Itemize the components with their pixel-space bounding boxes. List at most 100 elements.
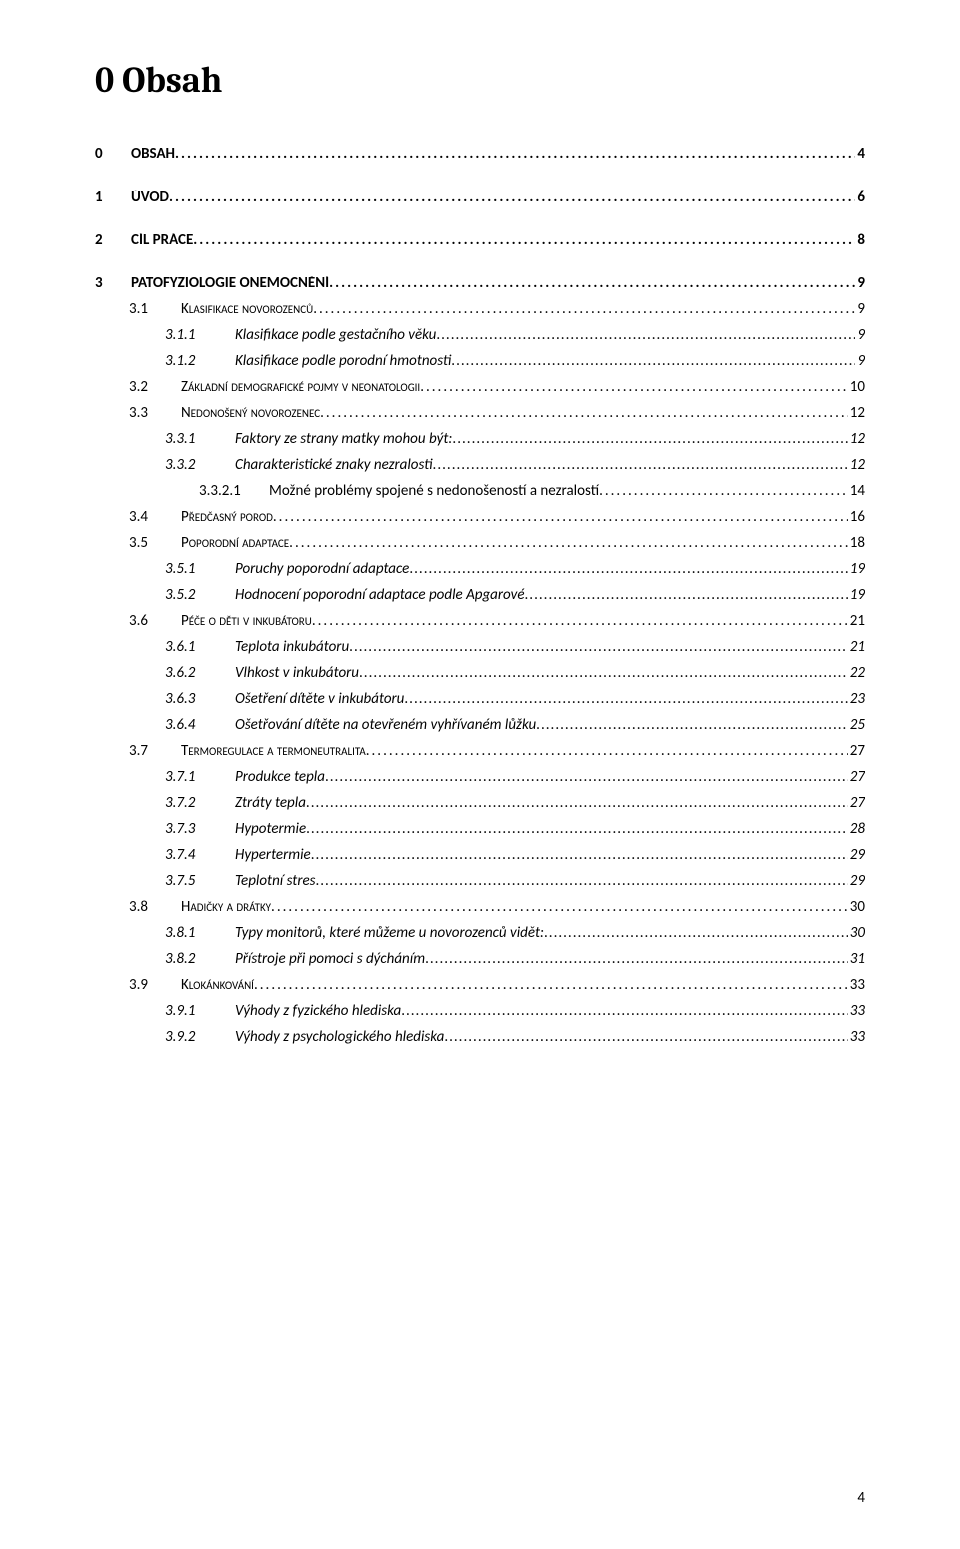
toc-row: 3.6.1Teplota inkubátoru21 <box>95 640 865 655</box>
toc-leader <box>433 458 848 473</box>
toc-leader <box>536 718 848 733</box>
toc-number: 3.1.1 <box>165 328 235 343</box>
toc-page: 29 <box>848 874 865 889</box>
toc-page: 30 <box>848 926 865 941</box>
toc-row: 3.7.4Hypertermie29 <box>95 848 865 863</box>
toc-page: 33 <box>848 978 865 993</box>
toc-row: 0OBSAH4 <box>95 147 865 162</box>
toc-number: 3.8.1 <box>165 926 235 941</box>
toc-page: 27 <box>848 770 865 785</box>
toc-row: 3.2Základní demografické pojmy v neonato… <box>95 380 865 395</box>
toc-leader <box>273 510 848 525</box>
toc-text: CÍL PRÁCE <box>131 233 193 248</box>
toc-number: 3.6.3 <box>165 692 235 707</box>
toc-row: 3.4Předčasný porod 16 <box>95 510 865 525</box>
toc-number: 3.3.2.1 <box>199 484 269 499</box>
page-title: 0 Obsah <box>95 60 865 101</box>
toc-leader <box>313 302 855 317</box>
toc-text: Ztráty tepla <box>235 796 306 811</box>
toc-number: 3.6.2 <box>165 666 235 681</box>
toc-text: Faktory ze strany matky mohou být: <box>235 432 452 447</box>
toc-row: 3.3Nedonošený novorozenec 12 <box>95 406 865 421</box>
toc-number: 3.5.1 <box>165 562 235 577</box>
toc-row: 3.1.2Klasifikace podle porodní hmotnosti… <box>95 354 865 369</box>
toc-text: Výhody z fyzického hlediska <box>235 1004 401 1019</box>
toc-row: 3.9.1Výhody z fyzického hlediska33 <box>95 1004 865 1019</box>
toc-page: 22 <box>848 666 865 681</box>
toc-row: 2CÍL PRÁCE 8 <box>95 233 865 248</box>
toc-leader <box>193 233 855 248</box>
toc-page: 10 <box>848 380 865 395</box>
toc-row: 3.8.1Typy monitorů, které můžeme u novor… <box>95 926 865 941</box>
toc-page: 27 <box>848 796 865 811</box>
toc-number: 3.4 <box>129 510 181 525</box>
toc-text: Nedonošený novorozenec <box>181 406 320 421</box>
toc-number: 3.5.2 <box>165 588 235 603</box>
toc-text: OBSAH <box>131 147 175 162</box>
toc-number: 3.7.2 <box>165 796 235 811</box>
toc-page: 30 <box>848 900 865 915</box>
document-page: 0 Obsah 0OBSAH41ÚVOD62CÍL PRÁCE83PATOFYZ… <box>0 0 960 1549</box>
toc-page: 14 <box>848 484 865 499</box>
toc-leader <box>525 588 848 603</box>
toc-text: Klasifikace podle porodní hmotnosti <box>235 354 451 369</box>
toc-number: 3.7.3 <box>165 822 235 837</box>
toc-number: 2 <box>95 233 131 248</box>
toc-page: 21 <box>848 614 865 629</box>
toc-page: 28 <box>848 822 865 837</box>
toc-row: 3.6.4Ošetřování dítěte na otevřeném vyhř… <box>95 718 865 733</box>
toc-text: Hodnocení poporodní adaptace podle Apgar… <box>235 588 525 603</box>
toc-text: Ošetření dítěte v inkubátoru <box>235 692 404 707</box>
toc-page: 9 <box>855 354 865 369</box>
toc-page: 9 <box>855 302 865 317</box>
toc-row: 3.5Poporodní adaptace18 <box>95 536 865 551</box>
toc-text: Termoregulace a termoneutralita <box>181 744 366 759</box>
toc-leader <box>409 562 847 577</box>
toc-text: Teplotní stres <box>235 874 315 889</box>
toc-text: Klokánkování <box>181 978 254 993</box>
toc-number: 3.3.2 <box>165 458 235 473</box>
toc-page: 16 <box>848 510 865 525</box>
toc-page: 12 <box>848 458 865 473</box>
toc-row: 3.7.2Ztráty tepla 27 <box>95 796 865 811</box>
toc-number: 3.5 <box>129 536 181 551</box>
toc-page: 8 <box>855 233 865 248</box>
toc-leader <box>315 874 847 889</box>
toc-leader <box>175 147 855 162</box>
toc-row: 3.6.3Ošetření dítěte v inkubátoru23 <box>95 692 865 707</box>
toc-row: 3.7Termoregulace a termoneutralita27 <box>95 744 865 759</box>
toc-leader <box>599 484 848 499</box>
toc-page: 9 <box>855 276 865 291</box>
toc-text: Předčasný porod <box>181 510 273 525</box>
toc-text: Vlhkost v inkubátoru <box>235 666 359 681</box>
toc-row: 3.7.5Teplotní stres29 <box>95 874 865 889</box>
toc-leader <box>329 276 855 291</box>
toc-number: 3.6.1 <box>165 640 235 655</box>
toc-row: 3.3.2.1Možné problémy spojené s nedonoše… <box>95 484 865 499</box>
toc-number: 3.1.2 <box>165 354 235 369</box>
toc-page: 9 <box>855 328 865 343</box>
toc-row: 3.7.3Hypotermie28 <box>95 822 865 837</box>
toc-row: 3.6Péče o děti v inkubátoru21 <box>95 614 865 629</box>
toc-leader <box>289 536 848 551</box>
toc-leader <box>312 614 848 629</box>
toc-leader <box>451 354 855 369</box>
toc-row: 3.8.2Přístroje při pomoci s dýcháním31 <box>95 952 865 967</box>
toc-number: 3.9 <box>129 978 181 993</box>
toc-text: Charakteristické znaky nezralosti <box>235 458 433 473</box>
toc-text: PATOFYZIOLOGIE ONEMOCNĚNÍ <box>131 276 329 291</box>
toc-leader <box>420 380 848 395</box>
toc-text: Základní demografické pojmy v neonatolog… <box>181 380 420 395</box>
toc-container: 0OBSAH41ÚVOD62CÍL PRÁCE83PATOFYZIOLOGIE … <box>95 147 865 1045</box>
toc-number: 3.6 <box>129 614 181 629</box>
toc-text: Produkce tepla <box>235 770 325 785</box>
toc-leader <box>349 640 848 655</box>
toc-text: Klasifikace podle gestačního věku <box>235 328 436 343</box>
toc-page: 6 <box>855 190 865 205</box>
toc-page: 31 <box>848 952 865 967</box>
toc-text: Možné problémy spojené s nedonošeností a… <box>269 484 599 499</box>
toc-number: 3.3 <box>129 406 181 421</box>
toc-page: 12 <box>848 406 865 421</box>
toc-page: 29 <box>848 848 865 863</box>
toc-number: 3.7.1 <box>165 770 235 785</box>
